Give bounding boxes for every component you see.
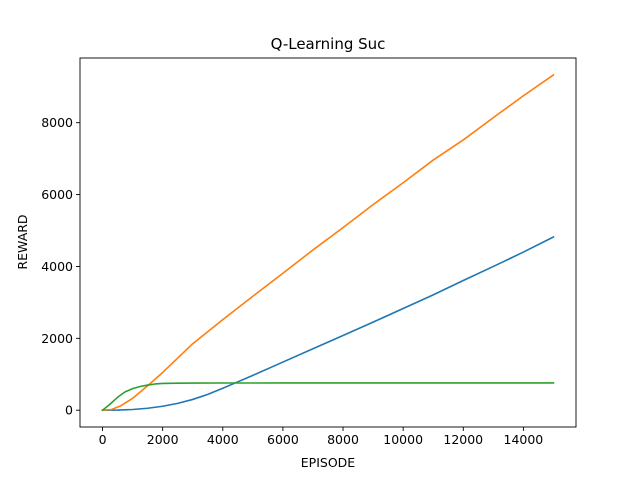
y-tick-label: 6000	[41, 187, 73, 202]
x-tick-label: 8000	[327, 432, 359, 447]
y-tick-label: 8000	[41, 115, 73, 130]
x-tick-label: 0	[99, 432, 107, 447]
x-tick-label: 14000	[504, 432, 544, 447]
series-line-1	[101, 235, 555, 412]
x-tick-label: 12000	[443, 432, 483, 447]
x-tick-label: 10000	[383, 432, 423, 447]
chart-title: Q-Learning Suc	[271, 35, 386, 53]
x-tick-label: 6000	[267, 432, 299, 447]
x-tick-label: 2000	[147, 432, 179, 447]
series-layer	[101, 73, 555, 412]
y-tick-label: 4000	[41, 259, 73, 274]
x-axis-label: EPISODE	[301, 455, 356, 470]
ticks-layer: 0 2000 4000 6000 8000 10000 12000 14000 0 2000 400…	[41, 115, 543, 447]
y-tick-label: 0	[65, 403, 73, 418]
series-line-2	[101, 73, 555, 412]
x-tick-label: 4000	[207, 432, 239, 447]
y-axis-label: REWARD	[15, 214, 30, 269]
series-line-3	[101, 382, 555, 412]
y-tick-label: 2000	[41, 331, 73, 346]
plot-area-frame	[79, 57, 577, 428]
